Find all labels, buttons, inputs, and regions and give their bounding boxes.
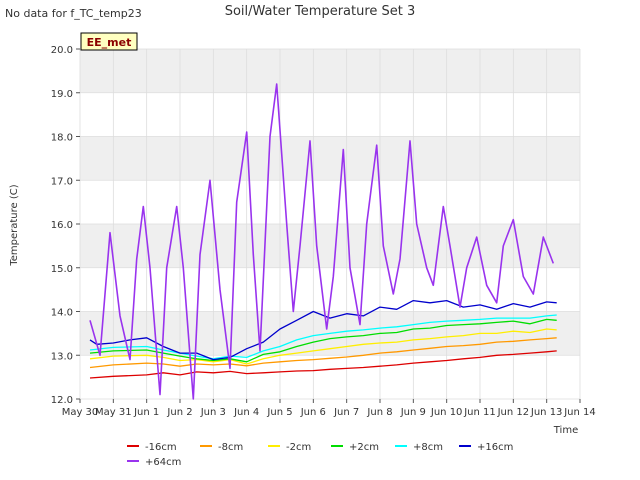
legend-label: -16cm: [145, 442, 177, 453]
series-line-2cm: [89, 318, 557, 363]
x-tick-label: Jun 5: [266, 407, 292, 418]
x-tick-label: Jun 14: [563, 407, 596, 418]
y-tick-label: 13.0: [51, 351, 73, 362]
y-tick-label: 17.0: [51, 176, 73, 187]
y-tick-label: 14.0: [51, 308, 73, 319]
x-tick-label: Jun 10: [430, 407, 463, 418]
y-tick-label: 15.0: [51, 264, 73, 275]
x-tick-label: May 30: [62, 407, 99, 418]
x-tick-label: Jun 4: [233, 407, 259, 418]
series-line-64cm: [89, 83, 555, 400]
plot-band: [80, 224, 580, 268]
series-line-16cm: [89, 299, 557, 361]
series-line-8cm: [89, 337, 557, 369]
x-tick-label: May 31: [95, 407, 132, 418]
axis-ticks: 12.0 13.0 14.0 15.0 16.0 17.0 18.0 19.0 20.0 May …: [51, 45, 596, 418]
y-tick-label: 18.0: [51, 133, 73, 144]
y-tick-label: 20.0: [51, 45, 73, 56]
x-tick-label: Jun 7: [333, 407, 359, 418]
legend-label: -2cm: [286, 442, 311, 453]
corner-note: No data for f_TC_temp23: [5, 7, 142, 20]
series-line-8cm: [89, 314, 557, 360]
badge-label: EE_met: [87, 36, 132, 49]
series-lines: [89, 83, 557, 400]
x-tick-label: Jun 8: [366, 407, 392, 418]
plot-band: [80, 49, 580, 93]
y-tick-label: 12.0: [51, 395, 73, 406]
plot-band: [80, 136, 580, 181]
legend-label: +64cm: [145, 457, 181, 468]
x-tick-label: Jun 9: [400, 407, 426, 418]
x-tick-label: Jun 12: [497, 407, 530, 418]
chart-title: Soil/Water Temperature Set 3: [225, 4, 416, 19]
badge: EE_met: [80, 32, 138, 51]
y-tick-label: 19.0: [51, 89, 73, 100]
legend-label: +2cm: [349, 442, 379, 453]
x-tick-label: Jun 1: [133, 407, 159, 418]
x-axis-label: Time: [553, 425, 578, 436]
legend-label: -8cm: [218, 442, 243, 453]
x-tick-label: Jun 2: [166, 407, 192, 418]
x-tick-label: Jun 11: [463, 407, 496, 418]
x-tick-label: Jun 13: [530, 407, 563, 418]
series-line-2cm: [89, 328, 557, 365]
legend-label: +8cm: [413, 442, 443, 453]
y-tick-label: 16.0: [51, 220, 73, 231]
y-axis-label: Temperature (C): [9, 184, 20, 266]
x-tick-label: Jun 3: [200, 407, 226, 418]
x-tick-label: Jun 6: [300, 407, 326, 418]
series-line-16cm: [89, 350, 557, 379]
legend-label: +16cm: [477, 442, 513, 453]
legend: -16cm -8cm -2cm +2cm +8cm +16cm +64cm: [127, 442, 513, 468]
